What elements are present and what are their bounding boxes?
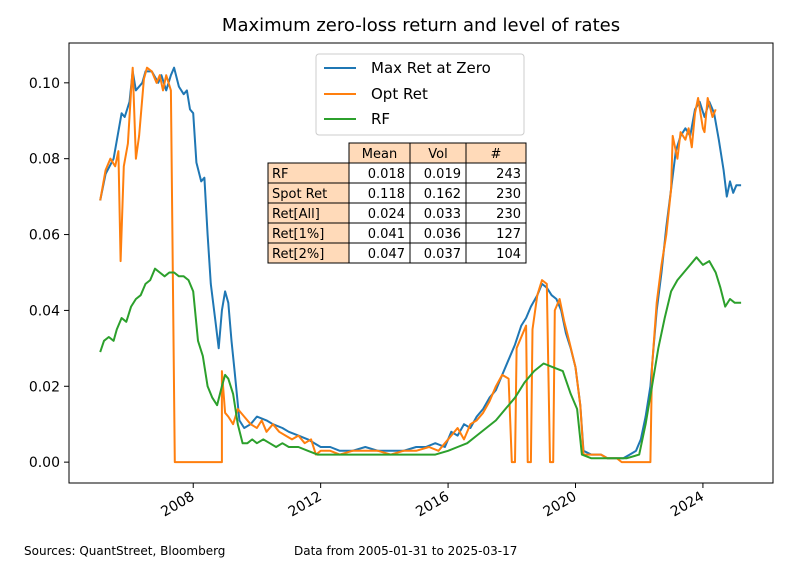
table-cell-text: 0.018 (368, 167, 405, 182)
legend-label-rf: RF (371, 110, 390, 128)
x-axis: 2008 2012 2016 2020 2024 (158, 483, 707, 520)
table-cell (465, 242, 527, 264)
table-cell-text: 0.162 (424, 187, 461, 202)
x-tick-label: 2016 (413, 489, 452, 521)
y-tick-label: 0.08 (29, 152, 60, 168)
table-cell-text: 0.019 (424, 167, 461, 182)
legend: Max Ret at Zero Opt Ret RF (315, 53, 525, 136)
table-cell-text: 0.024 (368, 207, 405, 222)
table-cell-text: 243 (496, 167, 521, 182)
legend-box (315, 53, 525, 136)
table-cell-text: Spot Ret (272, 187, 327, 202)
legend-label-opt-ret: Opt Ret (371, 85, 428, 103)
table-cell-text: Ret[All] (272, 207, 320, 222)
x-tick-label: 2024 (668, 489, 707, 521)
table-cell-text: 0.118 (368, 187, 405, 202)
table-cell-text: 230 (496, 187, 521, 202)
x-tick-label: 2020 (541, 489, 580, 521)
chart-title: Maximum zero-loss return and level of ra… (222, 15, 620, 36)
y-tick-label: 0.06 (29, 228, 60, 244)
y-tick-label: 0.00 (29, 455, 60, 471)
series-line-rf (99, 256, 742, 460)
stats-table: Mean Vol # RF 0.018 0.019 243 Spot Ret 0.118 0.16… (267, 142, 527, 264)
table-cell-text: RF (272, 167, 289, 182)
table-cell-text: 0.037 (424, 247, 461, 262)
table-cell-text: 0.041 (368, 227, 405, 242)
table-cell-text: 0.047 (368, 247, 405, 262)
plot-frame (68, 42, 774, 484)
table-header-cell: # (491, 147, 502, 162)
series-line-opt-ret (99, 66, 717, 464)
table-header-cell: Mean (362, 147, 397, 162)
table-cell-text: 230 (496, 207, 521, 222)
y-tick-label: 0.02 (29, 379, 60, 395)
table-cell-text: Ret[1%] (272, 227, 324, 242)
y-axis: 0.00 0.02 0.04 0.06 0.08 0.10 (29, 76, 69, 471)
x-tick-label: 2008 (158, 489, 197, 521)
table-cell-text: 104 (496, 247, 521, 262)
footer-sources: Sources: QuantStreet, Bloomberg (24, 544, 226, 558)
table-cell-text: Ret[2%] (272, 247, 324, 262)
x-tick-label: 2012 (286, 489, 325, 521)
table-cell-text: 0.036 (424, 227, 461, 242)
series-layer (99, 66, 742, 464)
legend-label-max-ret: Max Ret at Zero (371, 59, 491, 77)
table-header-cell: Vol (428, 147, 447, 162)
table-cell-text: 127 (496, 227, 521, 242)
table-cell-text: 0.033 (424, 207, 461, 222)
footer-date-range: Data from 2005-01-31 to 2025-03-17 (294, 544, 518, 558)
y-tick-label: 0.10 (29, 76, 60, 92)
y-tick-label: 0.04 (29, 303, 60, 319)
